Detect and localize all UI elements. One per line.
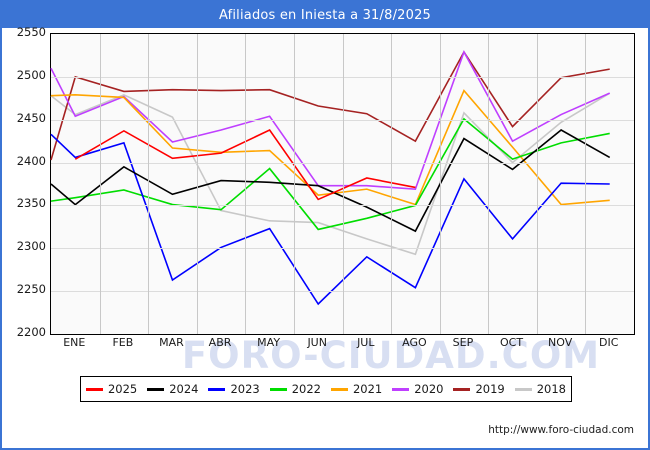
- x-axis-tick-label: ENE: [63, 336, 86, 349]
- x-axis-tick-label: JUN: [307, 336, 327, 349]
- legend-label: 2022: [291, 382, 322, 396]
- x-axis-tick-label: FEB: [112, 336, 134, 349]
- y-axis-tick-label: 2250: [16, 282, 46, 297]
- legend-item-2024[interactable]: 2024: [142, 382, 203, 396]
- legend-item-2025[interactable]: 2025: [81, 382, 142, 396]
- gridline-vertical: [391, 34, 393, 334]
- legend-color-swatch: [453, 387, 471, 391]
- series-lines: [50, 50, 611, 306]
- x-axis-tick-label: NOV: [548, 336, 573, 349]
- legend-color-swatch: [392, 387, 410, 391]
- legend-color-swatch: [330, 387, 348, 391]
- gridline-vertical: [585, 34, 587, 334]
- gridline-vertical: [439, 34, 441, 334]
- x-axis-tick-label: DIC: [599, 336, 619, 349]
- gridline-vertical: [342, 34, 344, 334]
- y-axis-tick-label: 2350: [16, 196, 46, 211]
- legend-label: 2018: [536, 382, 567, 396]
- gridline-vertical: [148, 34, 150, 334]
- series-line-2023: [50, 133, 610, 306]
- y-axis-tick-label: 2450: [16, 110, 46, 125]
- series-line-2021: [50, 89, 610, 206]
- y-axis-tick-label: 2550: [16, 25, 46, 39]
- series-line-2024: [50, 129, 611, 233]
- legend-color-swatch: [514, 387, 532, 391]
- y-axis-tick-label: 2500: [16, 67, 46, 82]
- y-axis-tick-label: 2300: [16, 239, 46, 254]
- x-axis-tick-label: AGO: [402, 336, 427, 349]
- source-url: http://www.foro-ciudad.com: [488, 424, 634, 436]
- x-axis-tick-label: SEP: [452, 336, 474, 349]
- gridline-vertical: [245, 34, 247, 334]
- legend-label: 2025: [107, 382, 138, 396]
- legend-label: 2023: [230, 382, 260, 396]
- legend-label: 2019: [475, 382, 505, 396]
- gridline-vertical: [488, 34, 490, 334]
- gridline-vertical: [536, 34, 538, 334]
- legend-label: 2021: [352, 382, 383, 396]
- legend-item-2019[interactable]: 2019: [449, 382, 510, 396]
- legend-color-swatch: [208, 387, 226, 391]
- x-axis-tick-label: JUL: [357, 336, 375, 349]
- chart-container: 2200 2250 2300 2350 2400 2450 2500 2550 FORO-CI…: [2, 26, 648, 448]
- legend-color-swatch: [269, 387, 287, 391]
- legend-item-2020[interactable]: 2020: [387, 382, 448, 396]
- x-axis-tick-label: ABR: [208, 336, 232, 349]
- gridline-vertical: [99, 34, 101, 334]
- page-title: Afiliados en Iniesta a 31/8/2025: [218, 7, 432, 23]
- x-axis-tick-label: MAY: [257, 336, 281, 349]
- legend-item-2018[interactable]: 2018: [510, 382, 571, 396]
- legend-label: 2020: [414, 382, 444, 396]
- legend-item-2021[interactable]: 2021: [326, 382, 387, 396]
- x-axis: ENE FEB MAR ABR MAY JUN JUL AGO SEP OCT NOV DIC: [50, 336, 635, 356]
- y-axis-tick-label: 2400: [16, 153, 46, 168]
- chart-legend: 2025 2024 2023 2022 2021 2020 2019 2018: [80, 376, 572, 402]
- y-axis-tick-label: 2200: [16, 325, 46, 339]
- series-line-2019: [50, 50, 610, 161]
- series-line-2022: [50, 117, 610, 231]
- x-axis-tick-label: MAR: [159, 336, 184, 349]
- legend-color-swatch: [147, 387, 165, 391]
- gridline-vertical: [196, 34, 198, 334]
- legend-label: 2024: [169, 382, 199, 396]
- legend-color-swatch: [85, 387, 103, 391]
- legend-item-2022[interactable]: 2022: [265, 382, 326, 396]
- window-titlebar: Afiliados en Iniesta a 31/8/2025: [2, 2, 648, 28]
- legend-item-2023[interactable]: 2023: [204, 382, 265, 396]
- x-axis-tick-label: OCT: [500, 336, 524, 349]
- y-axis: 2200 2250 2300 2350 2400 2450 2500 2550: [2, 26, 46, 338]
- gridline-vertical: [293, 34, 295, 334]
- plot-area: FORO-CIUDAD.COM: [50, 33, 635, 377]
